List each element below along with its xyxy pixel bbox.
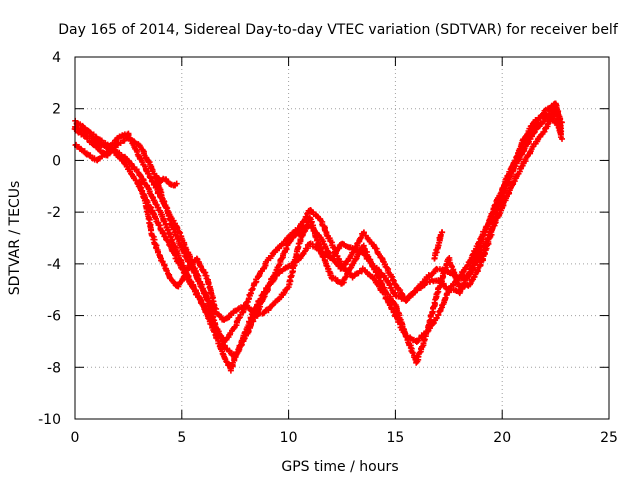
y-tick-label: -2 — [47, 205, 61, 221]
data-point — [281, 289, 288, 296]
data-point — [392, 281, 399, 288]
x-tick-label: 25 — [600, 430, 618, 446]
series-cluster-4 — [285, 225, 310, 242]
data-point — [323, 262, 330, 269]
data-point — [482, 224, 489, 231]
data-point — [416, 349, 423, 356]
data-point — [303, 213, 310, 220]
data-point — [249, 285, 256, 292]
data-point — [199, 285, 206, 292]
y-tick-label: -8 — [47, 360, 61, 376]
data-point — [197, 296, 204, 303]
x-axis-label: GPS time / hours — [281, 459, 398, 475]
plot-frame — [74, 56, 610, 420]
data-point — [163, 267, 170, 274]
data-point — [322, 244, 329, 251]
data-point — [435, 311, 442, 318]
series-cluster-2 — [153, 173, 180, 189]
data-point — [80, 123, 87, 130]
data-point — [421, 336, 428, 343]
series-cluster-5 — [431, 229, 446, 262]
data-point — [429, 320, 436, 327]
data-point — [213, 305, 220, 312]
data-point — [234, 306, 241, 313]
x-tick-label: 5 — [177, 430, 186, 446]
x-tick-label: 0 — [71, 430, 80, 446]
data-point — [173, 180, 180, 187]
y-tick-label: 0 — [52, 153, 61, 169]
data-point — [237, 342, 244, 349]
y-axis-label: SDTVAR / TECUs — [7, 181, 23, 296]
data-point — [505, 171, 512, 178]
data-point — [303, 225, 310, 232]
y-tick-label: 4 — [52, 50, 61, 66]
data-point — [121, 160, 128, 167]
data-point — [534, 120, 541, 127]
data-points — [71, 100, 566, 374]
y-tick-label: -6 — [47, 309, 61, 325]
series-cluster-3 — [200, 266, 220, 312]
series-cluster-1 — [135, 178, 206, 290]
data-point — [287, 273, 294, 280]
y-tick-label: 2 — [52, 102, 61, 118]
y-tick-label: -4 — [47, 257, 61, 273]
data-point — [477, 261, 484, 268]
data-point — [125, 132, 132, 139]
y-tick-label: -10 — [38, 412, 61, 428]
data-point — [559, 135, 566, 142]
x-tick-label: 20 — [493, 430, 511, 446]
series-track-d — [72, 100, 566, 366]
data-point — [439, 229, 446, 236]
chart-title: Day 165 of 2014, Sidereal Day-to-day VTE… — [58, 22, 619, 38]
x-tick-label: 15 — [386, 430, 404, 446]
x-tick-label: 10 — [280, 430, 298, 446]
